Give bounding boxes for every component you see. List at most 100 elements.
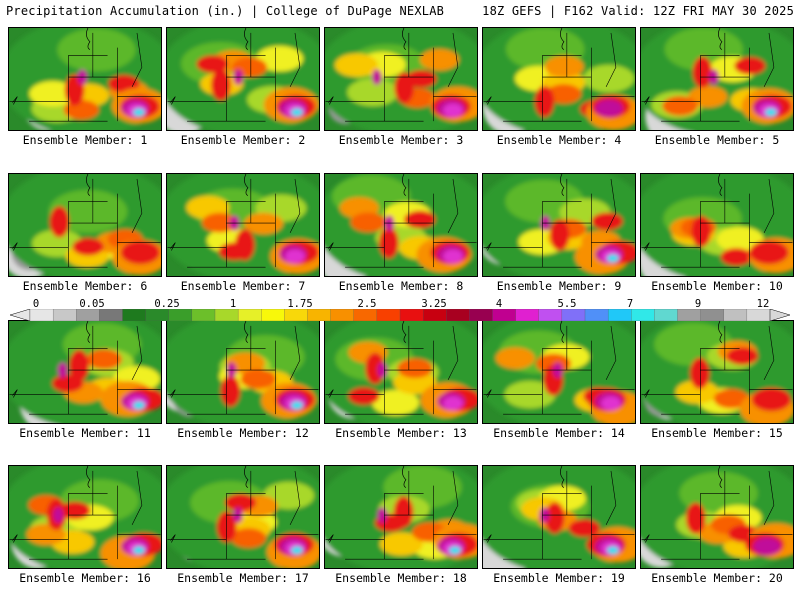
precip-contour — [291, 546, 303, 555]
precip-contour — [544, 55, 584, 78]
precip-map — [324, 27, 478, 131]
precip-contour — [243, 212, 284, 235]
ensemble-panel-4: Ensemble Member: 4 — [482, 27, 636, 147]
member-caption: Ensemble Member: 11 — [19, 426, 151, 440]
precip-contour — [86, 349, 122, 370]
precip-contour — [347, 78, 399, 107]
member-caption: Ensemble Member: 20 — [651, 571, 783, 585]
precip-contour — [689, 357, 710, 390]
river-line — [718, 174, 723, 196]
colorbar-tick-label: 5.5 — [557, 298, 577, 310]
colorbar-tick-label: 3.25 — [421, 298, 447, 310]
precip-contour — [692, 56, 713, 88]
colorbar-swatch — [492, 309, 517, 321]
precip-contour — [691, 215, 711, 248]
coastline — [644, 96, 650, 105]
ensemble-panel-6: Ensemble Member: 6 — [8, 173, 162, 293]
state-borders — [325, 178, 477, 268]
member-caption: Ensemble Member: 1 — [22, 133, 148, 147]
precip-map — [166, 173, 320, 277]
precip-contour — [371, 389, 420, 416]
colorbar-swatch — [237, 309, 262, 321]
state-borders — [641, 178, 793, 268]
precip-contour — [720, 248, 753, 266]
colorbar-swatch — [122, 309, 147, 321]
member-caption: Ensemble Member: 15 — [651, 426, 783, 440]
state-borders — [167, 178, 319, 268]
precip-contour — [765, 108, 777, 117]
river-line — [718, 321, 723, 343]
precip-contour — [734, 56, 766, 75]
precip-contour — [201, 212, 238, 233]
precip-contour — [404, 210, 436, 229]
precip-contour — [291, 108, 303, 117]
river-line — [560, 28, 565, 50]
ensemble-panel-8: Ensemble Member: 8 — [324, 173, 478, 293]
state-borders — [167, 325, 319, 415]
colorbar-swatch — [677, 309, 702, 321]
river-line — [86, 466, 91, 488]
precip-contour — [675, 380, 719, 404]
precip-contour — [220, 375, 241, 407]
member-caption: Ensemble Member: 10 — [651, 279, 783, 293]
ensemble-panel-1: Ensemble Member: 1 — [8, 27, 162, 147]
precip-contour — [495, 347, 535, 369]
colorbar-swatch — [168, 309, 193, 321]
colorbar-swatch — [191, 309, 216, 321]
ensemble-panel-17: Ensemble Member: 17 — [166, 465, 320, 585]
precip-contour — [224, 493, 257, 512]
colorbar-swatch — [399, 309, 424, 321]
state-borders — [483, 32, 635, 122]
colorbar-swatch — [52, 309, 77, 321]
precip-contour — [753, 537, 781, 556]
precip-contour — [133, 401, 145, 410]
colorbar-swatch — [561, 309, 586, 321]
river-line — [244, 28, 249, 50]
river-line — [86, 28, 91, 50]
ensemble-panel-11: Ensemble Member: 11 — [8, 320, 162, 440]
colorbar-swatch — [214, 309, 239, 321]
precip-contour — [419, 49, 460, 71]
precip-contour — [235, 229, 255, 261]
coastline — [170, 389, 176, 398]
ensemble-panel-15: Ensemble Member: 15 — [640, 320, 794, 440]
state-borders — [483, 178, 635, 268]
precip-contour — [291, 401, 303, 410]
coastline — [644, 534, 650, 543]
river-line — [560, 321, 565, 343]
coastline — [170, 96, 176, 105]
ensemble-panel-5: Ensemble Member: 5 — [640, 27, 794, 147]
colorbar-min-arrow — [10, 309, 31, 321]
precip-contour — [72, 237, 104, 256]
ensemble-panel-10: Ensemble Member: 10 — [640, 173, 794, 293]
precip-map — [166, 320, 320, 424]
precip-contour — [546, 84, 582, 104]
precip-contour — [443, 249, 463, 264]
colorbar-swatch — [330, 309, 355, 321]
precip-contour — [549, 219, 570, 251]
precip-contour — [285, 249, 305, 264]
member-caption: Ensemble Member: 19 — [493, 571, 625, 585]
member-caption: Ensemble Member: 2 — [180, 133, 306, 147]
precip-contour — [749, 240, 789, 265]
colorbar-swatch — [29, 309, 54, 321]
precip-contour — [685, 502, 706, 535]
river-line — [402, 28, 407, 50]
member-caption: Ensemble Member: 6 — [22, 279, 148, 293]
coastline — [12, 389, 18, 398]
precip-map — [166, 465, 320, 569]
river-line — [86, 321, 91, 343]
precip-contour — [607, 254, 619, 263]
precip-map — [166, 27, 320, 131]
precip-map — [8, 465, 162, 569]
precip-map — [482, 465, 636, 569]
precip-contour — [377, 507, 388, 523]
precip-contour — [443, 396, 463, 411]
river-line — [718, 466, 723, 488]
colorbar-tick-label: 7 — [626, 298, 634, 310]
run-info: 18Z GEFS | F162 Valid: 12Z FRI MAY 30 20… — [482, 4, 794, 18]
precip-map — [324, 320, 478, 424]
ensemble-panel-13: Ensemble Member: 13 — [324, 320, 478, 440]
precip-contour — [334, 53, 378, 77]
colorbar-tick-label: 4 — [495, 298, 503, 310]
